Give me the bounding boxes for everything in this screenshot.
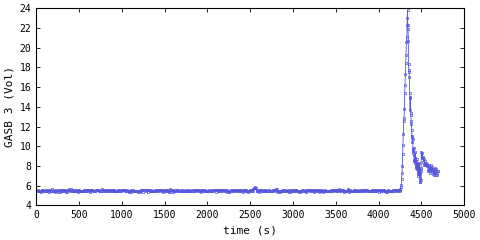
Y-axis label: GASB 3 (Vol): GASB 3 (Vol) bbox=[4, 66, 14, 147]
X-axis label: time (s): time (s) bbox=[223, 226, 277, 236]
